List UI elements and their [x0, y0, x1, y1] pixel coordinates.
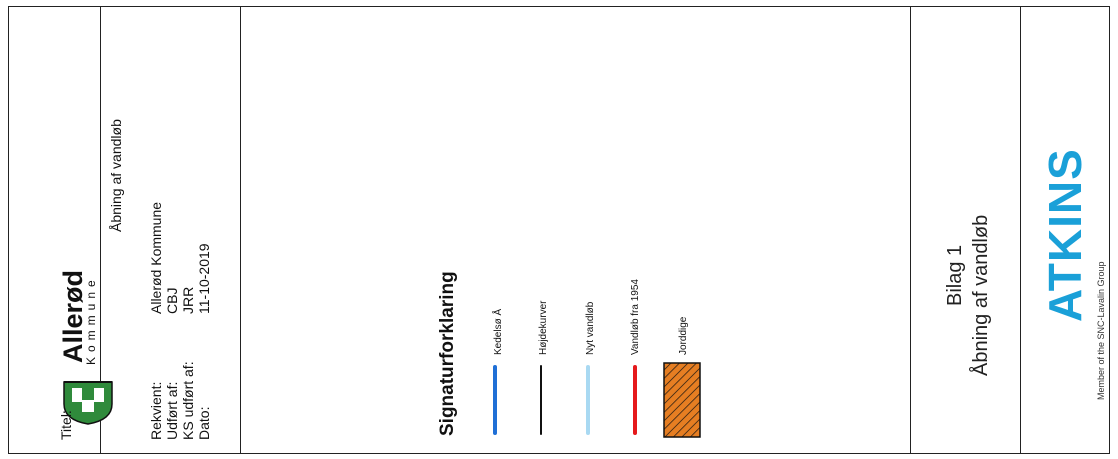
atkins-tagline: Member of the SNC-Lavalin Group [1096, 261, 1106, 400]
legend-label-vandlob-1954: Vandløb fra 1954 [630, 279, 641, 355]
divider [1020, 6, 1021, 454]
divider [240, 6, 241, 454]
title-block-frame [8, 6, 1110, 454]
bilag-line2: Åbning af vandløb [970, 214, 992, 376]
legend-label-jorddige: Jorddige [678, 316, 689, 355]
legend-swatch-nyt-vandlob [586, 365, 590, 435]
title-value: Åbning af vandløb [108, 119, 124, 232]
legend-swatch-kedelso [493, 365, 497, 435]
divider [100, 6, 101, 454]
info-label-dato: Dato: [196, 406, 212, 440]
legend-label-hojdekurver: Højdekurver [538, 300, 549, 355]
info-label-ks: KS udført af: [180, 361, 196, 440]
legend-swatch-hojdekurver [540, 365, 542, 435]
info-value-rekvient: Allerød Kommune [148, 201, 164, 314]
info-value-udfort: CBJ [164, 287, 180, 314]
divider [910, 6, 911, 454]
info-label-udfort: Udført af: [164, 381, 180, 440]
legend-swatch-vandlob-1954 [633, 365, 637, 435]
title-label: Titel: [58, 410, 74, 440]
atkins-logo: ATKINS [1039, 148, 1091, 322]
legend-swatch-jorddige [663, 362, 701, 438]
logo-subtitle: Kommune [84, 275, 98, 365]
legend-label-nyt-vandlob: Nyt vandløb [585, 301, 596, 355]
info-label-rekvient: Rekvient: [148, 381, 164, 440]
bilag-line1: Bilag 1 [944, 244, 966, 306]
info-value-ks: JRR [180, 286, 196, 314]
info-value-dato: 11-10-2019 [196, 243, 212, 314]
coat-of-arms-icon [63, 381, 113, 425]
legend-label-kedelso: Kedelsø Å [493, 308, 504, 355]
legend-title: Signaturforklaring [437, 271, 458, 436]
